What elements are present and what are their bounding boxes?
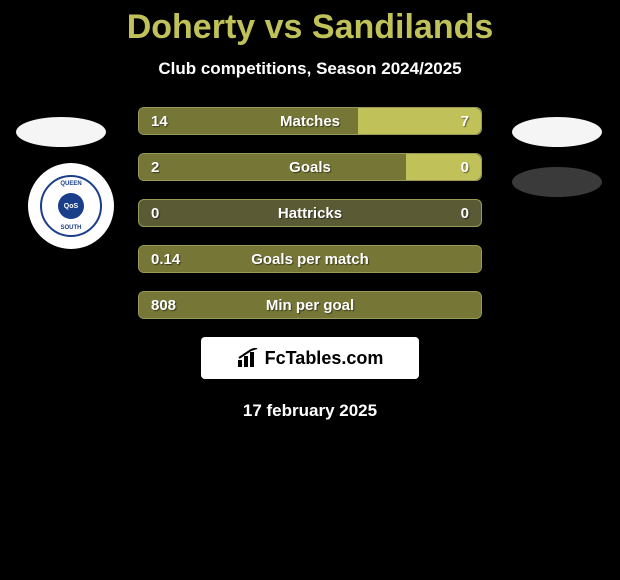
- page-subtitle: Club competitions, Season 2024/2025: [0, 59, 620, 79]
- stat-left-value: 2: [151, 159, 159, 176]
- chart-icon: [237, 348, 261, 368]
- player-left-badge: [16, 117, 106, 147]
- player-right-badge-shadow: [512, 167, 602, 197]
- stat-label: Goals: [289, 159, 331, 176]
- stat-left-value: 0.14: [151, 251, 180, 268]
- stat-left-fill: [139, 154, 406, 180]
- stat-left-value: 808: [151, 297, 176, 314]
- brand-box[interactable]: FcTables.com: [201, 337, 419, 379]
- stat-row-matches: 14 Matches 7: [138, 107, 482, 135]
- stat-row-min-per-goal: 808 Min per goal: [138, 291, 482, 319]
- stat-label: Goals per match: [251, 251, 369, 268]
- stat-row-goals-per-match: 0.14 Goals per match: [138, 245, 482, 273]
- brand-text: FcTables.com: [265, 348, 384, 369]
- crest-center: QoS: [58, 193, 84, 219]
- comparison-panel: QUEEN QoS SOUTH 14 Matches 7 2 Goals 0 0…: [0, 107, 620, 421]
- stat-right-value: 0: [461, 205, 469, 222]
- stat-left-value: 14: [151, 113, 168, 130]
- stat-right-fill: [406, 154, 481, 180]
- date-text: 17 february 2025: [0, 401, 620, 421]
- stat-label: Min per goal: [266, 297, 354, 314]
- stat-row-hattricks: 0 Hattricks 0: [138, 199, 482, 227]
- player-right-badge: [512, 117, 602, 147]
- club-crest: QUEEN QoS SOUTH: [28, 163, 114, 249]
- crest-text-top: QUEEN: [60, 181, 81, 187]
- stat-bars: 14 Matches 7 2 Goals 0 0 Hattricks 0 0.1…: [138, 107, 482, 319]
- stat-label: Matches: [280, 113, 340, 130]
- stat-left-value: 0: [151, 205, 159, 222]
- page-title: Doherty vs Sandilands: [0, 0, 620, 47]
- stat-row-goals: 2 Goals 0: [138, 153, 482, 181]
- club-crest-inner: QUEEN QoS SOUTH: [40, 175, 102, 237]
- stat-label: Hattricks: [278, 205, 342, 222]
- stat-right-value: 7: [461, 113, 469, 130]
- stat-right-value: 0: [461, 159, 469, 176]
- crest-text-bottom: SOUTH: [61, 225, 82, 231]
